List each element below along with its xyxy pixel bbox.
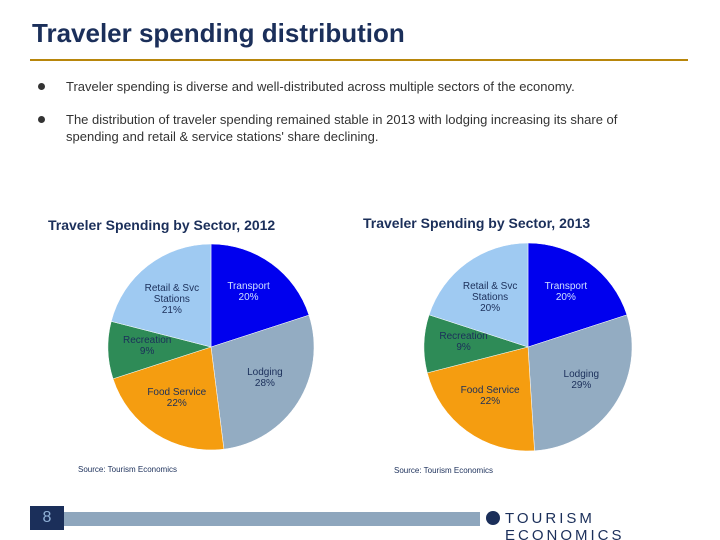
slice-category: Transport bbox=[227, 281, 270, 293]
bullet-dot bbox=[38, 116, 45, 123]
slice-category: Lodging bbox=[247, 367, 283, 379]
slice-category: Transport bbox=[544, 280, 588, 292]
slice-value: 20% bbox=[238, 292, 259, 304]
logo-globe bbox=[486, 511, 500, 525]
pie-slice bbox=[110, 243, 212, 348]
page-number: 8 bbox=[30, 506, 64, 530]
pie-slice bbox=[527, 314, 633, 452]
bullet-text: Traveler spending is diverse and well-di… bbox=[66, 79, 575, 94]
pie-slice bbox=[210, 243, 310, 348]
chart-title: Traveler Spending by Sector, 2012 bbox=[48, 217, 276, 233]
bullet-text: The distribution of traveler spending re… bbox=[66, 112, 618, 144]
slice-category: Food Service bbox=[460, 385, 520, 397]
bullet-dot bbox=[38, 83, 45, 90]
slice-label: Recreation 9% bbox=[424, 331, 504, 353]
slice-value: 28% bbox=[254, 378, 275, 390]
pie-slice bbox=[426, 346, 535, 452]
slice-label: Food Service 22% bbox=[137, 387, 217, 409]
slice-label: Transport 20% bbox=[526, 281, 606, 303]
slice-label: Food Service 22% bbox=[450, 385, 530, 407]
footer-bar bbox=[64, 512, 480, 526]
chart-source: Source: Tourism Economics bbox=[394, 466, 493, 475]
slide-title: Traveler spending distribution bbox=[32, 18, 405, 48]
slice-label: Recreation 9% bbox=[107, 335, 187, 357]
slice-value: 22% bbox=[166, 397, 187, 409]
slice-value: 9% bbox=[456, 341, 471, 353]
pie-slice bbox=[527, 242, 628, 348]
slice-category: Lodging bbox=[563, 369, 600, 381]
slice-value: 20% bbox=[555, 291, 576, 303]
slice-category: Recreation bbox=[439, 330, 488, 342]
pie-slice bbox=[428, 242, 529, 348]
pie-slice bbox=[210, 314, 315, 450]
slice-category: Retail & Svc Stations bbox=[144, 282, 200, 305]
slice-value: 20% bbox=[480, 302, 501, 314]
slice-label: Lodging 28% bbox=[225, 367, 305, 389]
logo-text: TOURISM ECONOMICS bbox=[505, 510, 625, 540]
slice-label: Retail & Svc Stations 21% bbox=[132, 283, 212, 316]
slice-category: Recreation bbox=[122, 335, 172, 346]
pie-slice bbox=[112, 346, 225, 451]
slice-label: Retail & Svc Stations 20% bbox=[450, 281, 530, 314]
slice-label: Lodging 29% bbox=[541, 369, 621, 391]
slice-label: Transport 20% bbox=[209, 281, 289, 303]
slice-value: 29% bbox=[571, 380, 592, 392]
slice-value: 21% bbox=[161, 304, 182, 316]
slice-value: 9% bbox=[139, 346, 155, 357]
slice-category: Retail & Svc Stations bbox=[462, 280, 518, 303]
chart-title: Traveler Spending by Sector, 2013 bbox=[363, 215, 591, 231]
chart-source: Source: Tourism Economics bbox=[78, 465, 177, 474]
slice-category: Food Service bbox=[147, 386, 207, 398]
slice-value: 22% bbox=[480, 396, 501, 408]
